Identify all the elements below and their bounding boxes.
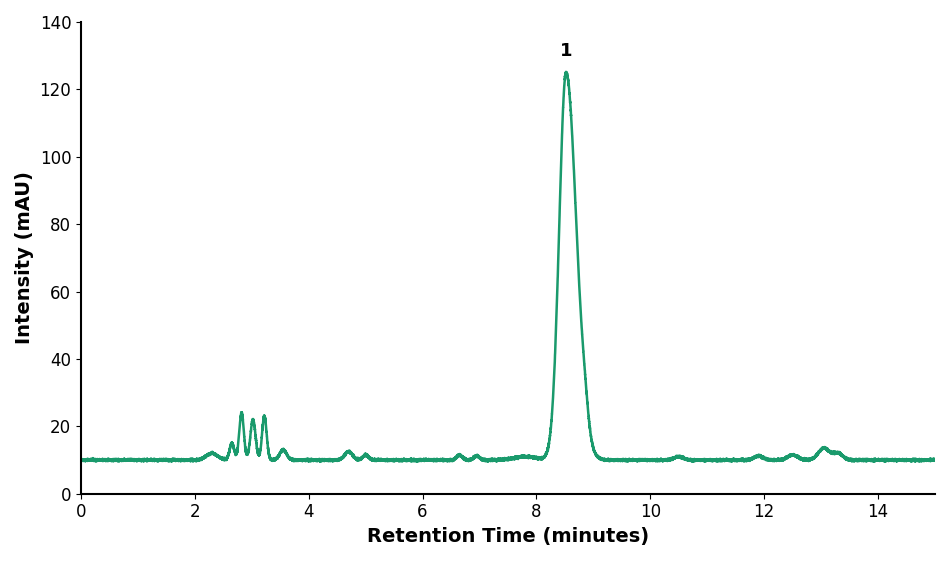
Y-axis label: Intensity (mAU): Intensity (mAU) — [15, 172, 34, 344]
Text: 1: 1 — [560, 42, 572, 59]
X-axis label: Retention Time (minutes): Retention Time (minutes) — [367, 527, 649, 546]
